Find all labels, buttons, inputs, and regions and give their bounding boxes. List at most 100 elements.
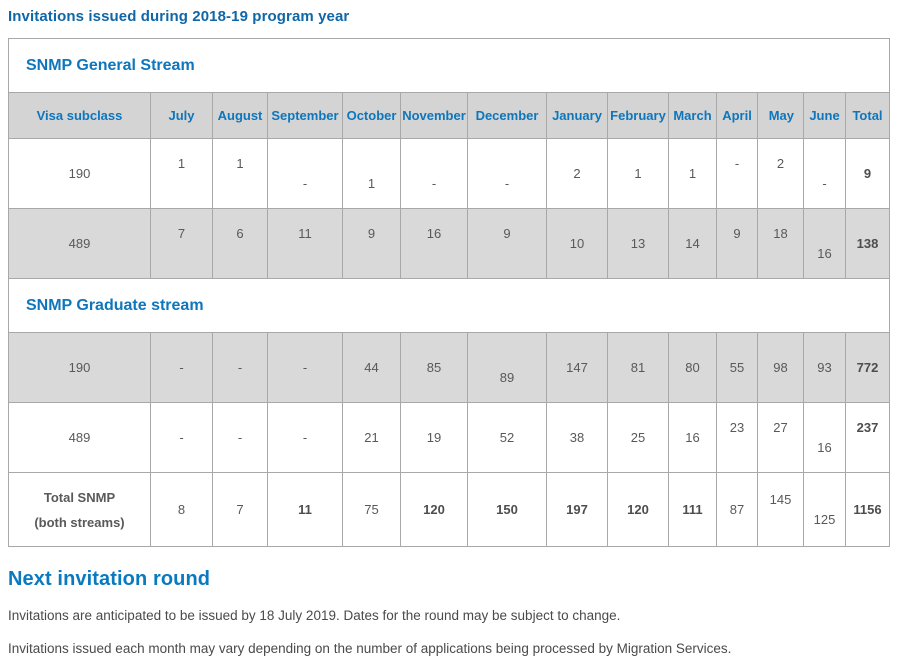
cell: 8 <box>150 472 213 547</box>
table-row-190: 190 1 1 - 1 - - 2 1 1 - 2 - 9 <box>8 138 891 209</box>
section-title-snmp-general-stream: SNMP General Stream <box>7 38 891 93</box>
cell-value: 87 <box>729 502 745 517</box>
cell-value: 8 <box>177 502 186 517</box>
cell: 93 <box>803 332 846 403</box>
section-title-snmp-graduate-stream: SNMP Graduate stream <box>7 278 891 333</box>
cell: 75 <box>342 472 401 547</box>
cell: 55 <box>716 332 758 403</box>
cell: 44 <box>342 332 401 403</box>
cell: 120 <box>400 472 468 547</box>
cell: - <box>716 138 758 209</box>
cell-value: 138 <box>856 236 879 251</box>
cell-value: 120 <box>423 502 445 517</box>
next-round-paragraph-2: Invitations issued each month may vary d… <box>8 641 732 656</box>
cell: 87 <box>716 472 758 547</box>
cell-value: 237 <box>856 420 879 435</box>
cell: 6 <box>212 208 268 279</box>
cell: 9 <box>716 208 758 279</box>
cell: 10 <box>546 208 608 279</box>
column-header-total: Total <box>844 92 891 139</box>
column-header-november: November <box>400 92 468 139</box>
cell: - <box>267 332 343 403</box>
cell-value: 16 <box>817 440 832 455</box>
cell: 150 <box>467 472 547 547</box>
cell: 111 <box>668 472 717 547</box>
cell-value: 16 <box>817 246 832 261</box>
cell-value: - <box>302 360 308 375</box>
cell-value: 23 <box>729 420 745 435</box>
cell-value: - <box>822 176 827 191</box>
cell-value: 89 <box>499 370 515 385</box>
table-section-row: SNMP General Stream <box>7 38 891 93</box>
cell-value: 1156 <box>853 502 882 517</box>
cell-value: - <box>302 176 308 191</box>
cell: 11 <box>267 208 343 279</box>
cell: - <box>150 402 213 473</box>
cell: 2 <box>757 138 804 209</box>
cell-value: 13 <box>630 236 646 251</box>
cell: 16 <box>803 208 846 279</box>
column-header-may: May <box>757 92 804 139</box>
cell-value: 11 <box>298 502 312 517</box>
cell-value: 44 <box>364 360 379 375</box>
cell: - <box>212 402 268 473</box>
cell-value: 25 <box>630 430 646 445</box>
cell-value: 9 <box>863 166 872 181</box>
cell: 16 <box>803 402 846 473</box>
cell-value: 1 <box>177 156 186 171</box>
cell: - <box>267 402 343 473</box>
column-header-april: April <box>716 92 758 139</box>
cell: 1156 <box>844 472 891 547</box>
cell-value: 21 <box>364 430 379 445</box>
cell-value: 16 <box>685 430 700 445</box>
cell-value: 2 <box>776 156 785 171</box>
cell-value: 125 <box>813 512 836 527</box>
cell: 138 <box>844 208 891 279</box>
cell-value: 120 <box>627 502 649 517</box>
row-label: Total SNMP (both streams) <box>8 472 151 547</box>
column-header-october: October <box>342 92 401 139</box>
cell-value: - <box>179 430 184 445</box>
cell: 89 <box>467 332 547 403</box>
column-header-july: July <box>150 92 213 139</box>
table-row-190: 190 - - - 44 85 89 147 81 80 55 98 93 772 <box>8 332 891 403</box>
cell: 9 <box>467 208 547 279</box>
cell-value: 1 <box>236 156 244 171</box>
cell: 1 <box>607 138 669 209</box>
cell: 21 <box>342 402 401 473</box>
cell: 85 <box>400 332 468 403</box>
cell: 27 <box>757 402 804 473</box>
cell: - <box>150 332 213 403</box>
cell: 147 <box>546 332 608 403</box>
cell: 52 <box>467 402 547 473</box>
cell-value: 2 <box>573 166 581 181</box>
cell-value: 55 <box>729 360 745 375</box>
cell: 145 <box>757 472 804 547</box>
next-round-paragraph-1: Invitations are anticipated to be issued… <box>8 608 621 623</box>
cell-value: 1 <box>634 166 642 181</box>
cell-value: 7 <box>236 502 244 517</box>
cell-value: 145 <box>769 492 792 507</box>
column-header-march: March <box>668 92 717 139</box>
cell-value: 1 <box>367 176 376 191</box>
cell-value: 14 <box>685 236 700 251</box>
cell: - <box>467 138 547 209</box>
cell-value: 75 <box>364 502 379 517</box>
cell: 237 <box>844 402 891 473</box>
page-title: Invitations issued during 2018-19 progra… <box>8 8 350 25</box>
row-label: 190 <box>8 138 151 209</box>
cell: - <box>267 138 343 209</box>
invitations-table: SNMP General Stream Visa subclass July Augu… <box>7 38 891 547</box>
cell: 197 <box>546 472 608 547</box>
cell: 13 <box>607 208 669 279</box>
column-header-january: January <box>546 92 608 139</box>
row-label: 190 <box>8 332 151 403</box>
column-header-december: December <box>467 92 547 139</box>
cell: 1 <box>342 138 401 209</box>
cell-value: - <box>302 430 308 445</box>
cell-value: 10 <box>569 236 585 251</box>
cell: 38 <box>546 402 608 473</box>
cell: 7 <box>150 208 213 279</box>
cell: 19 <box>400 402 468 473</box>
